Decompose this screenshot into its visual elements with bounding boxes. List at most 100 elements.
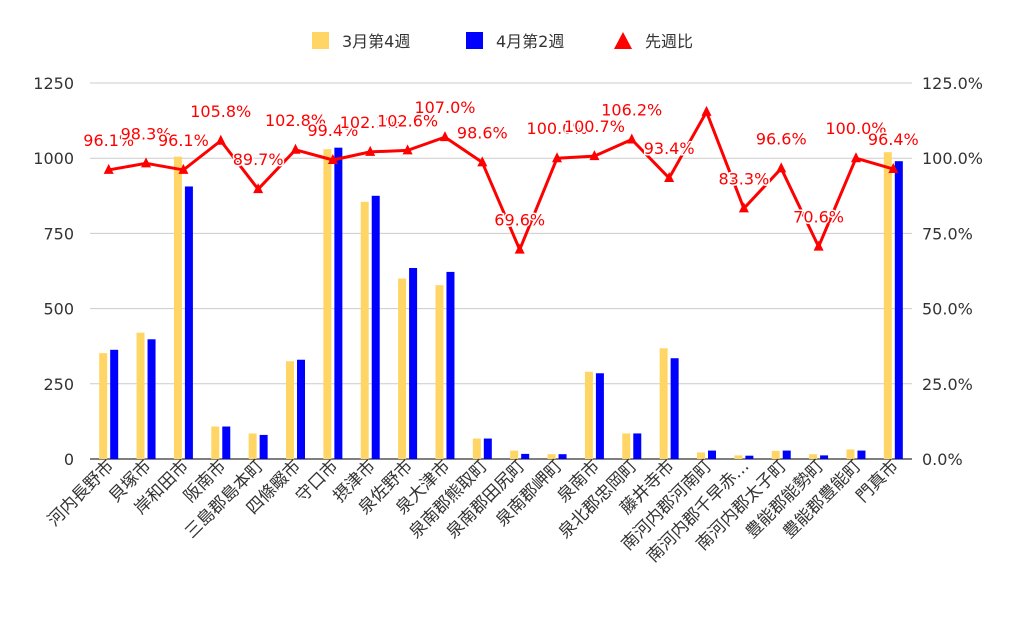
bar-series2 [595, 373, 604, 459]
line-point-marker [253, 183, 264, 194]
bar-series2 [558, 454, 567, 459]
data-label: 98.6% [457, 123, 508, 142]
line-point-marker [664, 172, 675, 183]
x-tick-label: 門真市 [853, 456, 903, 506]
bar-series1 [435, 285, 444, 459]
line-point-marker [850, 152, 861, 163]
bar-series1 [510, 450, 519, 459]
bar-series1 [584, 371, 593, 459]
data-label: 96.4% [868, 130, 919, 149]
bar-series2 [782, 450, 791, 459]
bar-series1 [547, 454, 556, 459]
bar-series2 [483, 438, 492, 459]
data-label: 107.0% [414, 98, 475, 117]
line-point-marker [589, 150, 600, 161]
bar-series1 [173, 156, 182, 460]
line-point-marker [776, 162, 787, 173]
data-label: 96.6% [756, 129, 807, 148]
line-point-marker [813, 240, 824, 251]
bar-series1 [697, 452, 705, 459]
bar-series1 [846, 449, 855, 459]
bar-series2 [894, 161, 903, 459]
line-point-marker [290, 143, 301, 154]
line-point-marker [552, 152, 563, 163]
bar-series2 [371, 195, 380, 460]
bar-series1 [211, 426, 220, 459]
line-point-marker [365, 145, 376, 156]
data-label: 100.7% [564, 117, 625, 136]
bar-series1 [809, 454, 818, 459]
bar-series1 [398, 278, 407, 459]
line-point-marker [402, 144, 413, 155]
y-right-tick-label: 50.0% [922, 300, 973, 319]
line-point-marker [327, 154, 338, 165]
y-right-tick-label: 75.0% [922, 224, 973, 243]
bar-series1 [248, 433, 257, 459]
bar-series1 [659, 348, 668, 459]
y-left-tick-label: 750 [43, 224, 74, 243]
legend-swatch [312, 32, 329, 49]
y-right-tick-label: 25.0% [922, 375, 973, 394]
y-left-tick-label: 1000 [33, 149, 74, 168]
bar-series2 [184, 186, 193, 459]
line-point-marker [103, 163, 114, 174]
data-label: 100.0% [825, 119, 886, 138]
data-label: 96.1% [83, 131, 134, 150]
bar-series2 [857, 450, 866, 459]
line-point-marker [701, 105, 712, 116]
bar-series1 [771, 450, 780, 459]
bar-series2 [110, 349, 119, 459]
bar-series2 [334, 147, 343, 459]
line-series-ratio [108, 110, 894, 252]
y-right-tick-label: 100.0% [922, 149, 983, 168]
bar-series2 [633, 433, 642, 459]
bar-series2 [259, 434, 268, 459]
bar-series2 [409, 267, 418, 459]
bar-series2 [820, 455, 829, 459]
bar-series1 [622, 433, 631, 459]
bar-series2 [222, 426, 231, 459]
line-point-marker [626, 133, 637, 144]
data-label: 83.3% [718, 169, 769, 188]
bar-series1 [323, 149, 332, 459]
bar-series2 [297, 359, 305, 459]
legend-triangle-icon [614, 32, 632, 49]
y-left-tick-label: 500 [43, 300, 74, 319]
y-left-tick-label: 250 [43, 375, 74, 394]
line-point-marker [439, 131, 450, 142]
bar-series2 [147, 339, 156, 459]
bar-series1 [883, 152, 892, 459]
data-label: 69.6% [494, 211, 545, 230]
line-point-marker [215, 134, 226, 145]
bar-series2 [745, 455, 754, 459]
y-left-tick-label: 0 [64, 450, 74, 469]
data-label: 93.4% [644, 139, 695, 158]
legend-label: 先週比 [645, 32, 693, 51]
bar-series1 [734, 455, 743, 459]
data-label: 102.1% [340, 113, 401, 132]
data-label: 100.0% [527, 119, 588, 138]
bar-series2 [521, 453, 530, 459]
legend-label: 4月第2週 [496, 32, 564, 51]
legend-swatch [466, 32, 483, 49]
data-label: 89.7% [233, 150, 284, 169]
line-point-marker [477, 156, 488, 167]
legend-label: 3月第4週 [342, 32, 410, 51]
line-point-marker [178, 163, 189, 174]
bar-series1 [99, 353, 108, 459]
y-right-tick-label: 0.0% [922, 450, 963, 469]
bar-series2 [708, 450, 716, 459]
data-label: 70.6% [793, 208, 844, 227]
bar-series1 [136, 332, 145, 459]
bar-series2 [670, 358, 679, 459]
bar-series1 [286, 361, 294, 459]
y-right-tick-label: 125.0% [922, 74, 983, 93]
data-label: 105.8% [190, 102, 251, 121]
bar-series2 [446, 271, 455, 459]
data-label: 96.1% [158, 131, 209, 150]
data-label: 98.3% [121, 124, 172, 143]
data-label: 99.4% [307, 121, 358, 140]
data-label: 106.2% [601, 101, 662, 120]
